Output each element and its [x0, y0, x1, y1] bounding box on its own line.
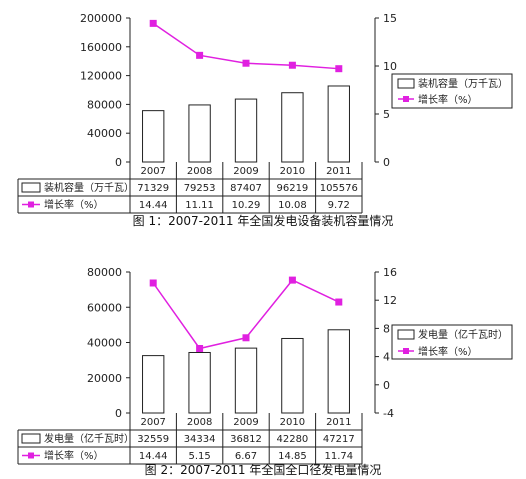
chart2-table-line-key-marker	[28, 452, 34, 459]
chart2-legend-bar-key	[397, 329, 415, 340]
chart1-bar	[281, 92, 304, 163]
chart1-right-tick-label: 0	[383, 156, 390, 169]
chart2-table-bar-key	[21, 433, 41, 444]
chart2-bar-data-label: 34334	[184, 434, 216, 445]
chart2-right-tick-label: 4	[383, 351, 390, 364]
chart1-left-tick-label: 40000	[87, 127, 122, 140]
chart2-left-tick-label: 20000	[87, 372, 122, 385]
chart1-x-tick-label: 2011	[326, 166, 351, 177]
chart2-growth-data-label: 14.85	[278, 451, 307, 462]
chart1-bar-data-label: 79253	[184, 183, 216, 194]
chart2-growth-data-label: 14.44	[139, 451, 168, 462]
chart1-table-line-series-name: 增长率（%）	[44, 198, 104, 211]
chart2-legend-line-marker	[403, 348, 409, 354]
chart1-legend-line-label: 增长率（%）	[418, 93, 478, 106]
chart1-x-tick-label: 2007	[140, 166, 165, 177]
chart1-legend-bar-key	[397, 78, 415, 89]
chart2-right-tick-label: 12	[383, 294, 397, 307]
chart1-left-tick-label: 0	[115, 156, 122, 169]
chart2-bar	[142, 355, 165, 414]
chart1-growth-data-label: 11.11	[185, 200, 214, 211]
chart1-right-tick-label: 5	[383, 108, 390, 121]
chart2-left-tick-label: 80000	[87, 266, 122, 279]
chart2-bar	[188, 351, 211, 414]
chart2-growth-data-label: 6.67	[235, 451, 257, 462]
chart1-bar	[188, 104, 211, 163]
chart2-left-tick-label: 40000	[87, 337, 122, 350]
chart2-growth-point	[242, 334, 250, 342]
chart2-right-tick-label: 16	[383, 266, 397, 279]
chart1-growth-data-label: 10.29	[232, 200, 261, 211]
chart2-legend-line-label: 增长率（%）	[418, 345, 478, 358]
chart2-x-tick-label: 2009	[233, 417, 258, 428]
chart1-growth-point	[242, 59, 250, 67]
chart1-growth-data-label: 14.44	[139, 200, 168, 211]
chart1-right-tick-label: 15	[383, 12, 397, 25]
chart1-table-bar-key	[21, 182, 41, 193]
chart1-left-tick-label: 80000	[87, 98, 122, 111]
chart2-table-line-series-name: 增长率（%）	[44, 449, 104, 462]
chart1-bar	[327, 85, 350, 163]
chart1-bar-data-label: 71329	[137, 183, 169, 194]
chart1-bar-data-label: 105576	[320, 183, 358, 194]
chart2-growth-point	[196, 344, 204, 352]
chart2-left-tick-label: 0	[115, 407, 122, 420]
chart2-x-tick-label: 2008	[187, 417, 212, 428]
chart2-x-tick-label: 2010	[280, 417, 305, 428]
chart1-growth-point	[196, 51, 204, 59]
chart2-table-bar-series-name: 发电量（亿千瓦时）	[44, 432, 134, 445]
chart1-x-tick-label: 2009	[233, 166, 258, 177]
chart2-bar-data-label: 47217	[323, 434, 355, 445]
chart1-growth-point	[149, 19, 157, 27]
chart1-x-tick-label: 2008	[187, 166, 212, 177]
chart2-right-tick-label: 8	[383, 322, 390, 335]
chart1-caption: 图 1：2007-2011 年全国发电设备装机容量情况	[132, 214, 394, 228]
chart2-legend-bar-label: 发电量（亿千瓦时）	[418, 328, 508, 341]
chart2-bar-data-label: 42280	[276, 434, 308, 445]
chart2-caption: 图 2：2007-2011 年全国全口径发电量情况	[144, 463, 382, 477]
chart2-right-tick-label: -4	[383, 407, 394, 420]
chart2-bar-data-label: 36812	[230, 434, 262, 445]
chart1-left-tick-label: 160000	[80, 41, 122, 54]
chart2-x-tick-label: 2011	[326, 417, 351, 428]
chart2-growth-point	[335, 298, 343, 306]
chart1-growth-point	[288, 61, 296, 69]
chart1-table-line-key-marker	[28, 201, 34, 208]
chart1-left-tick-label: 200000	[80, 12, 122, 25]
chart1-bar	[234, 98, 258, 163]
chart2-bar	[234, 347, 258, 414]
chart2-bar	[327, 329, 350, 414]
chart1-growth-data-label: 9.72	[328, 200, 350, 211]
chart1-legend-bar-label: 装机容量（万千瓦）	[418, 77, 508, 90]
chart2-bar	[281, 337, 304, 414]
chart1-growth-point	[335, 65, 343, 73]
chart1-x-tick-label: 2010	[280, 166, 305, 177]
chart1-table-bar-series-name: 装机容量（万千瓦）	[44, 181, 134, 194]
chart2-bar-data-label: 32559	[137, 434, 169, 445]
chart2-growth-point	[149, 279, 157, 287]
chart1-growth-data-label: 10.08	[278, 200, 307, 211]
chart1-bar-data-label: 87407	[230, 183, 262, 194]
chart1-bar	[142, 110, 165, 163]
chart2-right-tick-label: 0	[383, 379, 390, 392]
chart2-left-tick-label: 60000	[87, 301, 122, 314]
chart1-bar-data-label: 96219	[276, 183, 308, 194]
chart2-growth-data-label: 5.15	[188, 451, 210, 462]
chart2-growth-point	[288, 276, 296, 284]
chart1-right-tick-label: 10	[383, 60, 397, 73]
chart2-x-tick-label: 2007	[140, 417, 165, 428]
chart2-growth-data-label: 11.74	[324, 451, 353, 462]
chart1-left-tick-label: 120000	[80, 70, 122, 83]
chart1-legend-line-marker	[403, 96, 409, 102]
